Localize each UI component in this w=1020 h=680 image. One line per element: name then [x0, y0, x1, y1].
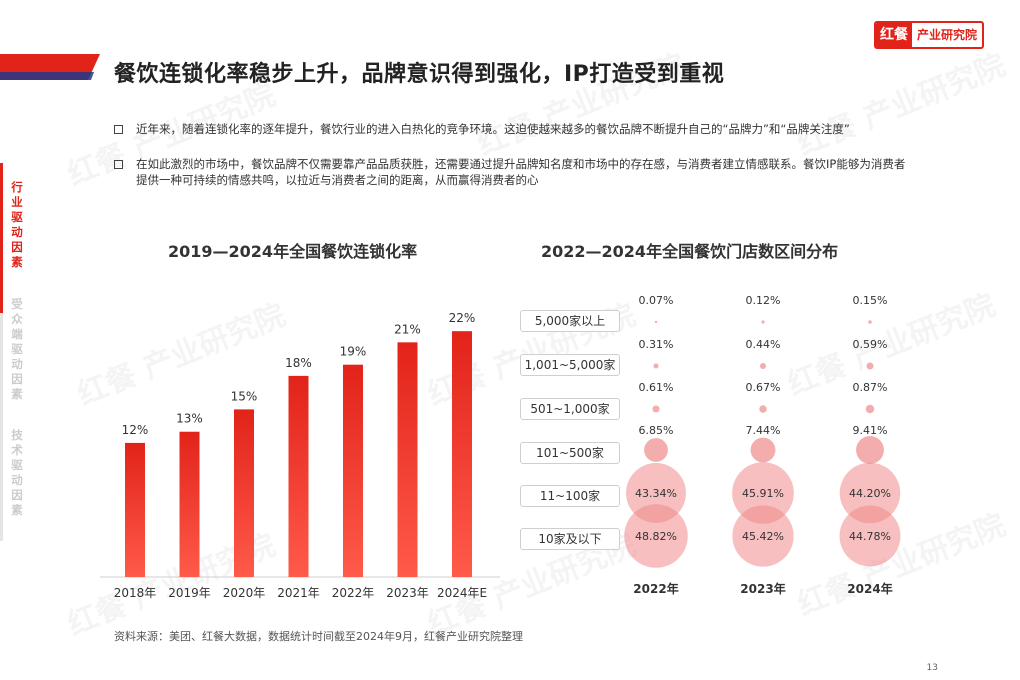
watermark: 红餐 产业研究院 — [790, 40, 1011, 163]
row-label: 1,001~5,000家 — [520, 354, 620, 376]
bubble — [759, 362, 767, 370]
row-label: 10家及以下 — [520, 528, 620, 550]
bar — [125, 442, 145, 577]
bubble — [732, 505, 794, 567]
column-label: 2024年 — [847, 581, 892, 596]
bar — [179, 431, 200, 577]
bubble-value-label: 0.61% — [639, 381, 674, 394]
page-title: 餐饮连锁化率稳步上升，品牌意识得到强化，IP打造受到重视 — [114, 62, 725, 87]
bubble-chart-title: 2022—2024年全国餐饮门店数区间分布 — [541, 242, 839, 261]
bubble — [866, 362, 874, 370]
bubble-value-label: 0.07% — [639, 294, 674, 307]
bar-value-label: 19% — [340, 345, 367, 359]
source-note: 资料来源：美团、红餐大数据，数据统计时间截至2024年9月，红餐产业研究院整理 — [114, 630, 523, 643]
bar — [343, 364, 363, 577]
square-bullet-icon — [114, 125, 123, 134]
bullet-item: 近年来，随着连锁化率的逐年提升，餐饮行业的进入白热化的竞争环境。这迫使越来越多的… — [114, 121, 914, 137]
sidebar-item-audience[interactable]: 受众端驱动因素 — [11, 297, 23, 401]
bubble — [652, 405, 660, 413]
x-tick-label: 2019年 — [168, 586, 211, 600]
sidebar-item-technology[interactable]: 技术驱动因素 — [11, 428, 23, 517]
bubble-value-label: 0.12% — [746, 294, 781, 307]
bubble — [654, 320, 658, 324]
bar — [234, 409, 254, 577]
bubble — [865, 404, 875, 414]
bar-value-label: 12% — [122, 423, 149, 437]
bubble-value-label: 44.20% — [849, 487, 891, 500]
bubble — [839, 462, 901, 524]
bar — [452, 331, 472, 577]
bubble — [856, 436, 884, 464]
x-tick-label: 2024年E — [437, 586, 487, 600]
header-accent-bar — [0, 54, 100, 80]
bullet-item: 在如此激烈的市场中，餐饮品牌不仅需要靠产品品质获胜，还需要通过提升品牌知名度和市… — [114, 156, 914, 188]
brand-logo: 红餐 产业研究院 — [873, 21, 984, 49]
bubble — [644, 438, 668, 462]
bullet-text: 在如此激烈的市场中，餐饮品牌不仅需要靠产品品质获胜，还需要通过提升品牌知名度和市… — [136, 157, 906, 187]
bar — [288, 375, 309, 577]
bubble-value-label: 44.78% — [849, 530, 891, 543]
bar-chart-title: 2019—2024年全国餐饮连锁化率 — [168, 242, 418, 261]
bubble-value-label: 0.59% — [853, 338, 888, 351]
logo-text: 产业研究院 — [916, 28, 977, 42]
bar-value-label: 22% — [449, 311, 476, 325]
x-tick-label: 2022年 — [332, 586, 375, 600]
row-label: 101~500家 — [520, 442, 620, 464]
bubble-value-label: 0.87% — [853, 381, 888, 394]
bubble — [759, 405, 767, 413]
bar-value-label: 13% — [176, 412, 203, 426]
logo-mark: 红餐 — [875, 23, 912, 47]
bubble-value-label: 0.31% — [639, 338, 674, 351]
square-bullet-icon — [114, 160, 123, 169]
bubble — [624, 504, 688, 568]
bubble — [761, 320, 765, 324]
bar-value-label: 15% — [231, 389, 258, 403]
x-tick-label: 2021年 — [277, 586, 320, 600]
bubble — [653, 363, 659, 369]
bar-chart: 12% 2018年 13% 2019年 15% 2020年 18% 2021年 19% 2022年… — [100, 311, 500, 600]
bubble-value-label: 0.15% — [853, 294, 888, 307]
bubble — [732, 462, 794, 524]
sidebar-track — [0, 313, 3, 541]
bubble-value-label: 45.42% — [742, 530, 784, 543]
bubble-value-label: 9.41% — [853, 424, 888, 437]
bullet-text: 近年来，随着连锁化率的逐年提升，餐饮行业的进入白热化的竞争环境。这迫使越来越多的… — [136, 122, 850, 136]
x-tick-label: 2020年 — [223, 586, 266, 600]
bubble-value-label: 43.34% — [635, 487, 677, 500]
row-label: 5,000家以上 — [520, 310, 620, 332]
bar-value-label: 21% — [394, 322, 421, 336]
page-number: 13 — [926, 663, 938, 673]
x-tick-label: 2018年 — [114, 586, 157, 600]
bar-value-label: 18% — [285, 356, 312, 370]
bar — [397, 342, 418, 577]
bubble — [868, 320, 872, 324]
row-label: 11~100家 — [520, 485, 620, 507]
bubble-value-label: 7.44% — [746, 424, 781, 437]
sidebar-active-indicator — [0, 163, 3, 313]
bubble-value-label: 0.67% — [746, 381, 781, 394]
bubble-value-label: 6.85% — [639, 424, 674, 437]
column-label: 2023年 — [740, 581, 785, 596]
bubble-value-label: 45.91% — [742, 487, 784, 500]
row-label: 501~1,000家 — [520, 398, 620, 420]
bubble-value-label: 48.82% — [635, 530, 677, 543]
bubble-value-label: 0.44% — [746, 338, 781, 351]
bubble — [839, 505, 901, 567]
bubble — [750, 437, 776, 463]
sidebar-item-industry[interactable]: 行业驱动因素 — [11, 180, 23, 269]
column-label: 2022年 — [633, 581, 678, 596]
bubble-chart: 0.07% 0.31% 0.61% 6.85% 43.34% 48.82% 2022年 0.1… — [624, 294, 901, 596]
x-tick-label: 2023年 — [386, 586, 429, 600]
